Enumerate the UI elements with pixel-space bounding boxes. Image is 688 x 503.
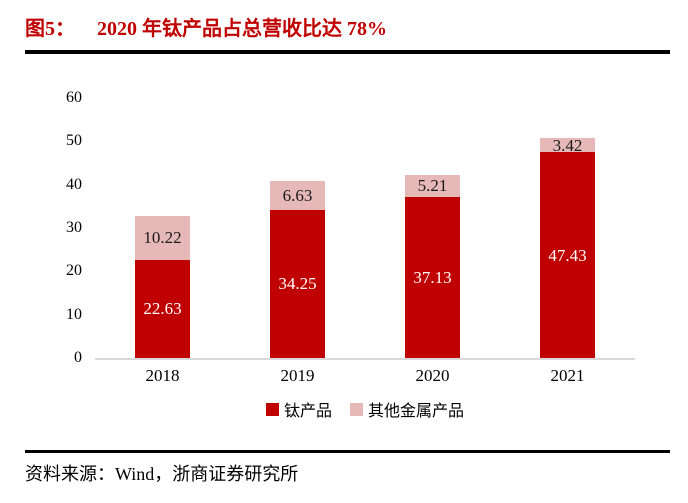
- bar-value-label: 37.13: [413, 268, 452, 288]
- legend-item: 其他金属产品: [350, 397, 464, 421]
- bar-value-label: 3.42: [552, 135, 583, 155]
- bar-value-label: 34.25: [278, 274, 317, 294]
- bar-segment-2021: 47.43: [540, 152, 595, 358]
- bottom-divider-rule: [25, 450, 670, 453]
- bar-value-label: 22.63: [143, 299, 182, 319]
- bar-value-label: 10.22: [143, 228, 182, 248]
- y-tick-label: 10: [66, 305, 82, 323]
- bar-value-label: 47.43: [548, 245, 587, 265]
- bar-segment-2019: 34.25: [270, 209, 325, 358]
- bar-segment-2019: 6.63: [270, 180, 325, 210]
- y-tick-label: 0: [74, 349, 82, 366]
- bar-2020: 5.21 37.13: [405, 174, 460, 358]
- stacked-bar-plot-area: 10.22 22.63 6.63 34.25 5.21 37.13 3.42 47.43: [95, 98, 635, 360]
- source-note: 资料来源：Wind，浙商证券研究所: [25, 464, 299, 484]
- legend-label: 钛产品: [283, 403, 332, 420]
- figure-title: 图5： 2020 年钛产品占总营收比达 78%: [25, 12, 387, 41]
- legend-label: 其他金属产品: [368, 403, 465, 420]
- legend-swatch-icon: [350, 402, 363, 416]
- chart-legend: 钛产品 其他金属产品: [95, 397, 635, 421]
- bar-2018: 10.22 22.63: [135, 215, 190, 358]
- x-axis-label: 2020: [415, 366, 450, 385]
- x-axis-labels: 2018 2019 2020 2021: [95, 366, 635, 390]
- bar-value-label: 6.63: [282, 185, 313, 205]
- y-tick-label: 50: [66, 132, 82, 150]
- y-tick-label: 20: [66, 262, 82, 280]
- y-axis-tick-labels: 0 10 20 30 40 50 60: [38, 89, 82, 366]
- y-tick-label: 40: [66, 175, 82, 193]
- bar-segment-2021: 3.42: [540, 135, 595, 155]
- bar-2019: 6.63 34.25: [270, 180, 325, 358]
- figure-number-label: 图5：: [25, 18, 75, 40]
- bar-segment-2018: 10.22: [135, 215, 190, 260]
- bar-value-label: 5.21: [417, 176, 448, 196]
- bar-segment-2018: 22.63: [135, 259, 190, 358]
- y-tick-label: 60: [66, 89, 82, 106]
- x-axis-line: [95, 358, 635, 360]
- y-tick-label: 30: [66, 219, 82, 236]
- x-axis-label: 2019: [280, 366, 315, 385]
- legend-item: 钛产品: [265, 397, 332, 421]
- title-divider-rule: [25, 50, 670, 54]
- legend-swatch-icon: [265, 402, 279, 416]
- x-axis-label: 2018: [145, 366, 180, 385]
- bar-segment-2020: 37.13: [405, 197, 460, 358]
- x-axis-label: 2021: [550, 366, 585, 385]
- bar-2021: 3.42 47.43: [540, 135, 595, 358]
- figure-title-text: 2020 年钛产品占总营收比达 78%: [97, 18, 387, 40]
- bar-segment-2020: 5.21: [405, 174, 460, 198]
